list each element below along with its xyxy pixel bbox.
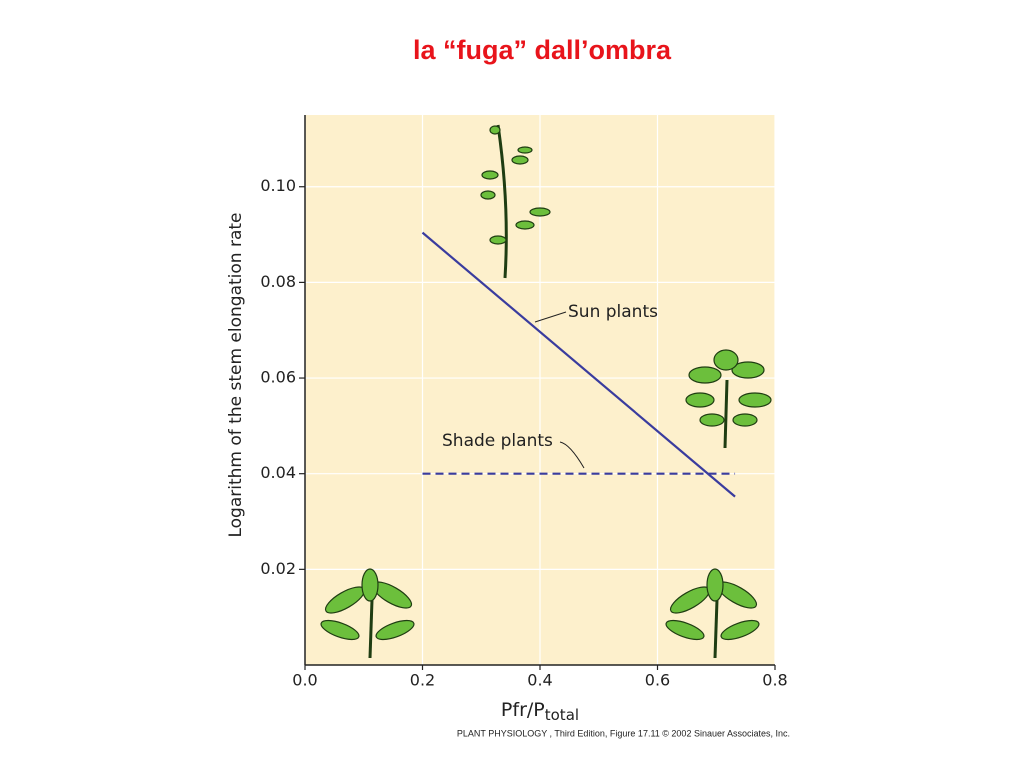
- x-tick-label: 0.0: [292, 671, 317, 690]
- x-axis-label-subscript: total: [545, 706, 579, 724]
- y-tick-label: 0.04: [260, 463, 296, 482]
- slide-title: la “fuga” dall’ombra: [413, 35, 672, 65]
- source-caption: PLANT PHYSIOLOGY , Third Edition, Figure…: [457, 728, 790, 738]
- y-tick-label: 0.06: [260, 368, 296, 387]
- series-label: Shade plants: [442, 431, 553, 451]
- leader-line: [534, 311, 567, 323]
- series-label: Sun plants: [568, 302, 658, 322]
- x-axis-label-main: Pfr/P: [501, 699, 545, 721]
- plant-illustration: [320, 124, 772, 659]
- x-tick-label: 0.8: [762, 671, 787, 690]
- y-tick-label: 0.02: [260, 559, 296, 578]
- x-tick-label: 0.2: [410, 671, 435, 690]
- x-tick-label: 0.6: [645, 671, 670, 690]
- y-tick-label: 0.08: [260, 272, 296, 291]
- x-tick-label: 0.4: [527, 671, 552, 690]
- leader-line: [559, 441, 585, 469]
- y-tick-label: 0.10: [260, 176, 296, 195]
- y-axis-label: Logarithm of the stem elongation rate: [226, 212, 246, 537]
- x-axis-label: Pfr/Ptotal: [501, 699, 579, 724]
- series-line: [421, 231, 736, 498]
